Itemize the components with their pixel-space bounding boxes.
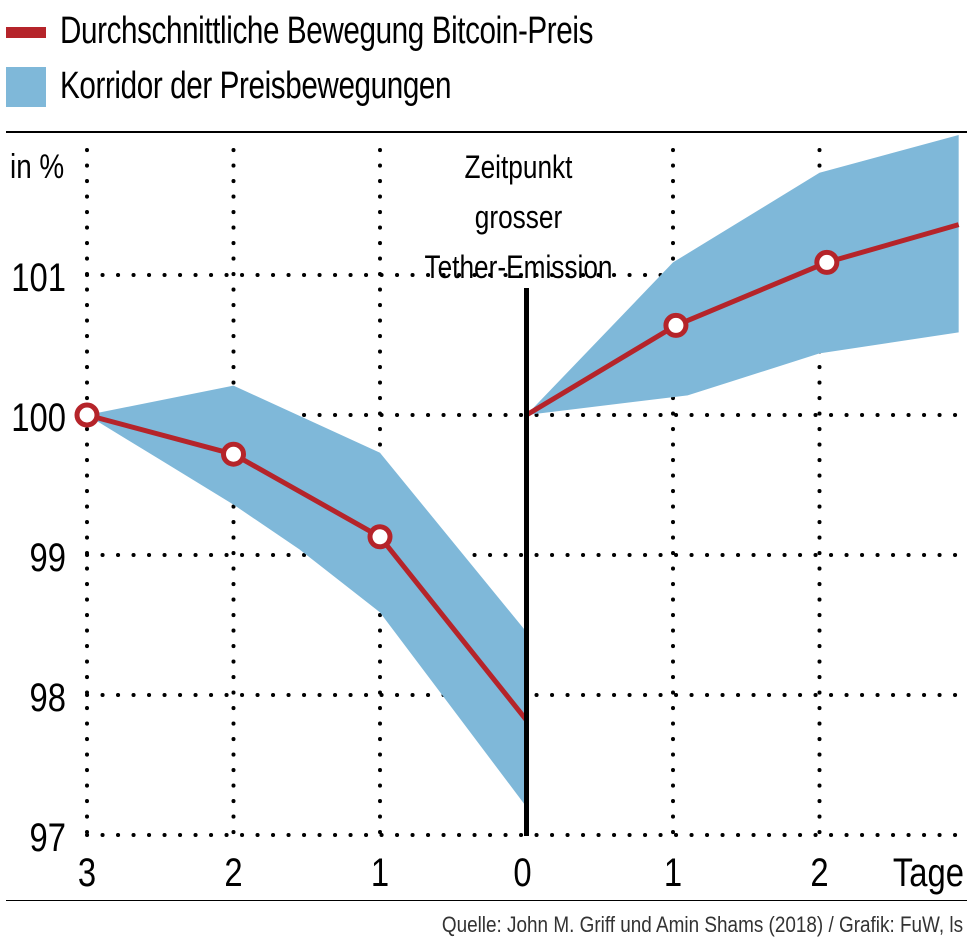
annotation-label: Zeitpunkt <box>465 151 573 186</box>
x-tick-label: 2 <box>810 850 828 895</box>
annotation: Zeitpunkt grosser Tether-Emission <box>424 151 613 836</box>
data-point <box>74 402 100 428</box>
y-tick-label: 98 <box>30 675 66 720</box>
x-tick-label: 3 <box>78 850 96 895</box>
legend-item-average: Durchschnittliche Bewegung Bitcoin-Preis <box>6 4 743 59</box>
corridor-band <box>526 135 959 415</box>
y-tick-label: 101 <box>11 255 66 300</box>
legend-label: Durchschnittliche Bewegung Bitcoin-Preis <box>60 10 594 52</box>
data-point <box>814 249 840 275</box>
x-tick-label: 2 <box>224 850 242 895</box>
corridor-band <box>87 385 527 807</box>
top-rule <box>6 131 967 133</box>
bands <box>87 135 959 807</box>
bottom-rule <box>6 900 967 901</box>
y-tick-label: 97 <box>30 815 66 860</box>
data-point <box>221 441 246 467</box>
data-point <box>367 524 393 550</box>
source-credit: Quelle: John M. Griff und Amin Shams (20… <box>441 912 963 937</box>
x-tick-label: 1 <box>371 850 389 895</box>
legend-label: Korridor der Preisbewegungen <box>60 65 452 107</box>
legend-line-swatch <box>6 27 46 38</box>
average-line <box>86 412 529 722</box>
legend: Durchschnittliche Bewegung Bitcoin-Preis… <box>6 4 743 114</box>
markers <box>74 249 840 550</box>
annotation-label: Tether-Emission <box>424 251 612 286</box>
y-tick-label: 99 <box>30 535 66 580</box>
x-axis-label: Tage <box>893 850 964 895</box>
series-lines <box>86 222 960 722</box>
data-point <box>663 312 689 338</box>
legend-area-swatch <box>6 66 46 107</box>
legend-item-corridor: Korridor der Preisbewegungen <box>6 59 743 114</box>
annotation-label: grosser <box>475 201 563 236</box>
y-tick-label: 100 <box>11 395 66 440</box>
y-axis-unit-label: in % <box>10 147 64 185</box>
x-tick-label: 0 <box>513 850 531 895</box>
x-tick-label: 1 <box>664 850 682 895</box>
average-line <box>525 222 960 418</box>
